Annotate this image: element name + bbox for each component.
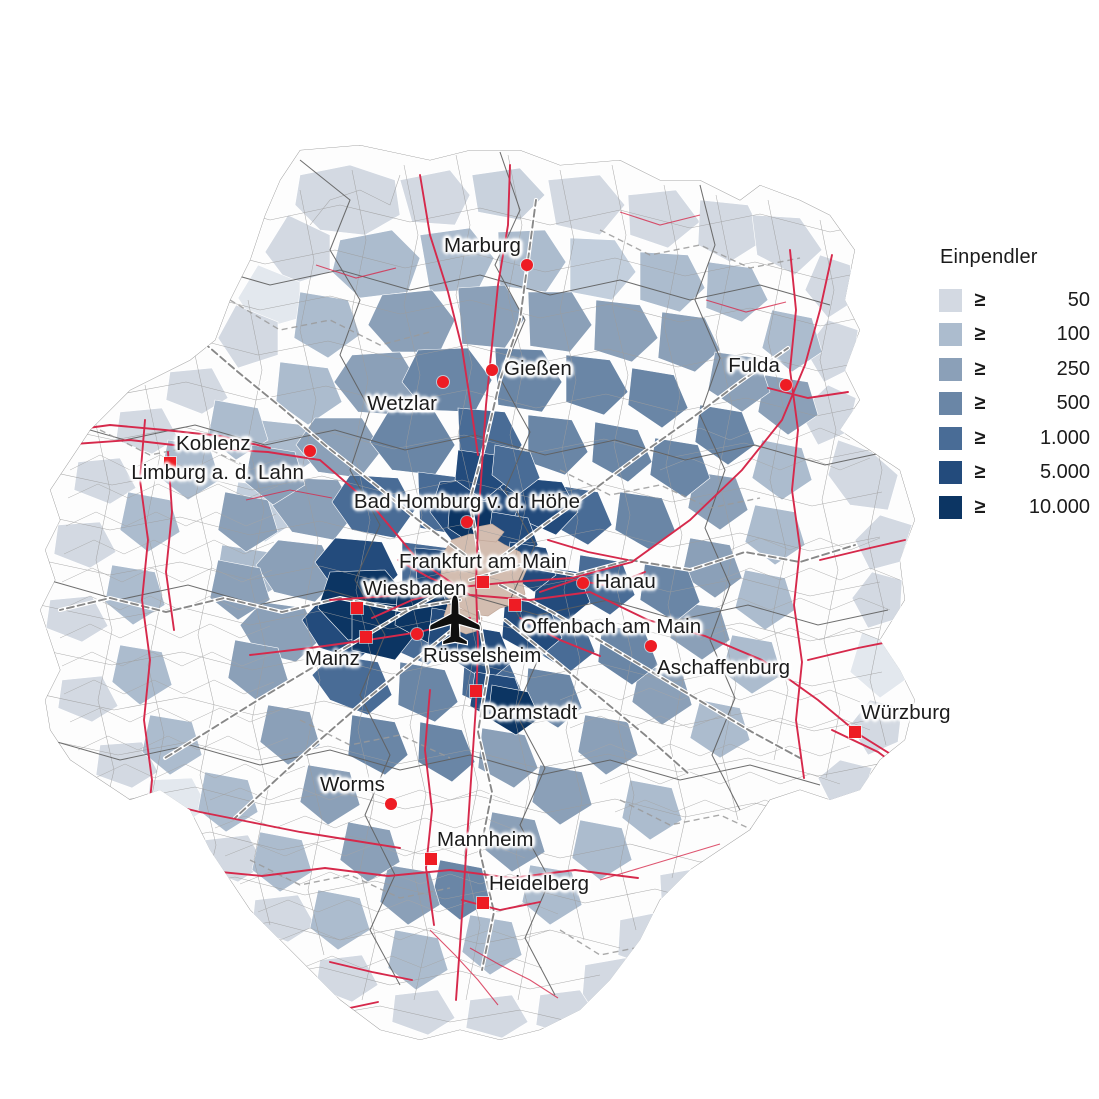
- legend-swatch: [938, 322, 963, 348]
- greater-equal-icon: ≥: [974, 288, 986, 311]
- legend-row: ≥1.000: [938, 421, 1098, 456]
- legend-row: ≥50: [938, 283, 1098, 318]
- legend-swatch: [938, 356, 963, 382]
- legend-value: 500: [1056, 392, 1090, 415]
- legend: Einpendler ≥50 ≥100 ≥250 ≥500 ≥1.000 ≥5.000 ≥1…: [938, 246, 1098, 525]
- legend-row: ≥10.000: [938, 490, 1098, 525]
- legend-row: ≥5.000: [938, 456, 1098, 491]
- greater-equal-icon: ≥: [974, 357, 986, 380]
- legend-value: 100: [1056, 323, 1090, 346]
- map-canvas[interactable]: Marburg Gießen Wetzlar Fulda Koblenz Limburg …: [0, 0, 951, 1099]
- airport-frankfurt[interactable]: [428, 593, 482, 647]
- legend-row: ≥100: [938, 318, 1098, 353]
- legend-swatch: [938, 425, 963, 451]
- legend-row: ≥500: [938, 387, 1098, 422]
- greater-equal-icon: ≥: [974, 426, 986, 449]
- legend-swatch: [938, 391, 963, 417]
- legend-value: 250: [1056, 357, 1090, 380]
- legend-value: 10.000: [1028, 495, 1090, 518]
- legend-swatch: [938, 287, 963, 313]
- greater-equal-icon: ≥: [974, 495, 986, 518]
- legend-value: 1.000: [1039, 426, 1090, 449]
- legend-value: 5.000: [1039, 461, 1090, 484]
- greater-equal-icon: ≥: [974, 323, 986, 346]
- legend-title: Einpendler: [940, 246, 1038, 268]
- greater-equal-icon: ≥: [974, 461, 986, 484]
- legend-rows: ≥50 ≥100 ≥250 ≥500 ≥1.000 ≥5.000 ≥10.000: [938, 283, 1098, 525]
- legend-swatch: [938, 494, 963, 520]
- choropleth-svg: [40, 145, 915, 1040]
- legend-row: ≥250: [938, 352, 1098, 387]
- legend-swatch: [938, 460, 963, 486]
- legend-value: 50: [1067, 288, 1090, 311]
- airplane-icon: [429, 594, 481, 646]
- greater-equal-icon: ≥: [974, 392, 986, 415]
